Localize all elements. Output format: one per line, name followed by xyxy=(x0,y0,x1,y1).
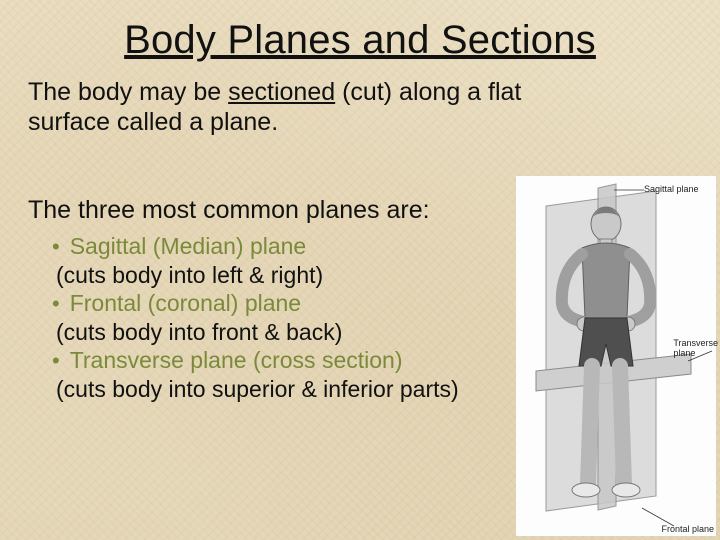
slide: Body Planes and Sections The body may be… xyxy=(0,0,720,540)
intro-text: The body may be sectioned (cut) along a … xyxy=(28,78,588,137)
figure-label-frontal: Frontal plane xyxy=(661,524,714,534)
intro-pre: The body may be xyxy=(28,78,228,106)
bullet-icon: • xyxy=(52,348,60,375)
plane-list: • Sagittal (Median) plane (cuts body int… xyxy=(52,232,522,403)
anatomy-figure: Sagittal plane Transverse plane Frontal … xyxy=(516,176,716,536)
plane-name: Frontal (coronal) plane xyxy=(70,289,301,317)
list-item: • Sagittal (Median) plane (cuts body int… xyxy=(52,232,522,289)
intro-sectioned: sectioned xyxy=(228,78,335,106)
plane-detail: (cuts body into front & back) xyxy=(56,318,522,346)
plane-name: Sagittal (Median) plane xyxy=(70,232,307,260)
list-item: • Frontal (coronal) plane (cuts body int… xyxy=(52,289,522,346)
list-item: • Transverse plane (cross section) (cuts… xyxy=(52,346,522,403)
plane-detail: (cuts body into superior & inferior part… xyxy=(56,375,522,403)
figure-label-sagittal: Sagittal plane xyxy=(644,184,699,194)
bullet-icon: • xyxy=(52,234,60,261)
subhead: The three most common planes are: xyxy=(28,196,430,225)
plane-name: Transverse plane (cross section) xyxy=(70,346,403,374)
figure-label-transverse: Transverse plane xyxy=(673,338,718,358)
slide-title: Body Planes and Sections xyxy=(0,0,720,63)
bullet-icon: • xyxy=(52,291,60,318)
plane-detail: (cuts body into left & right) xyxy=(56,261,522,289)
